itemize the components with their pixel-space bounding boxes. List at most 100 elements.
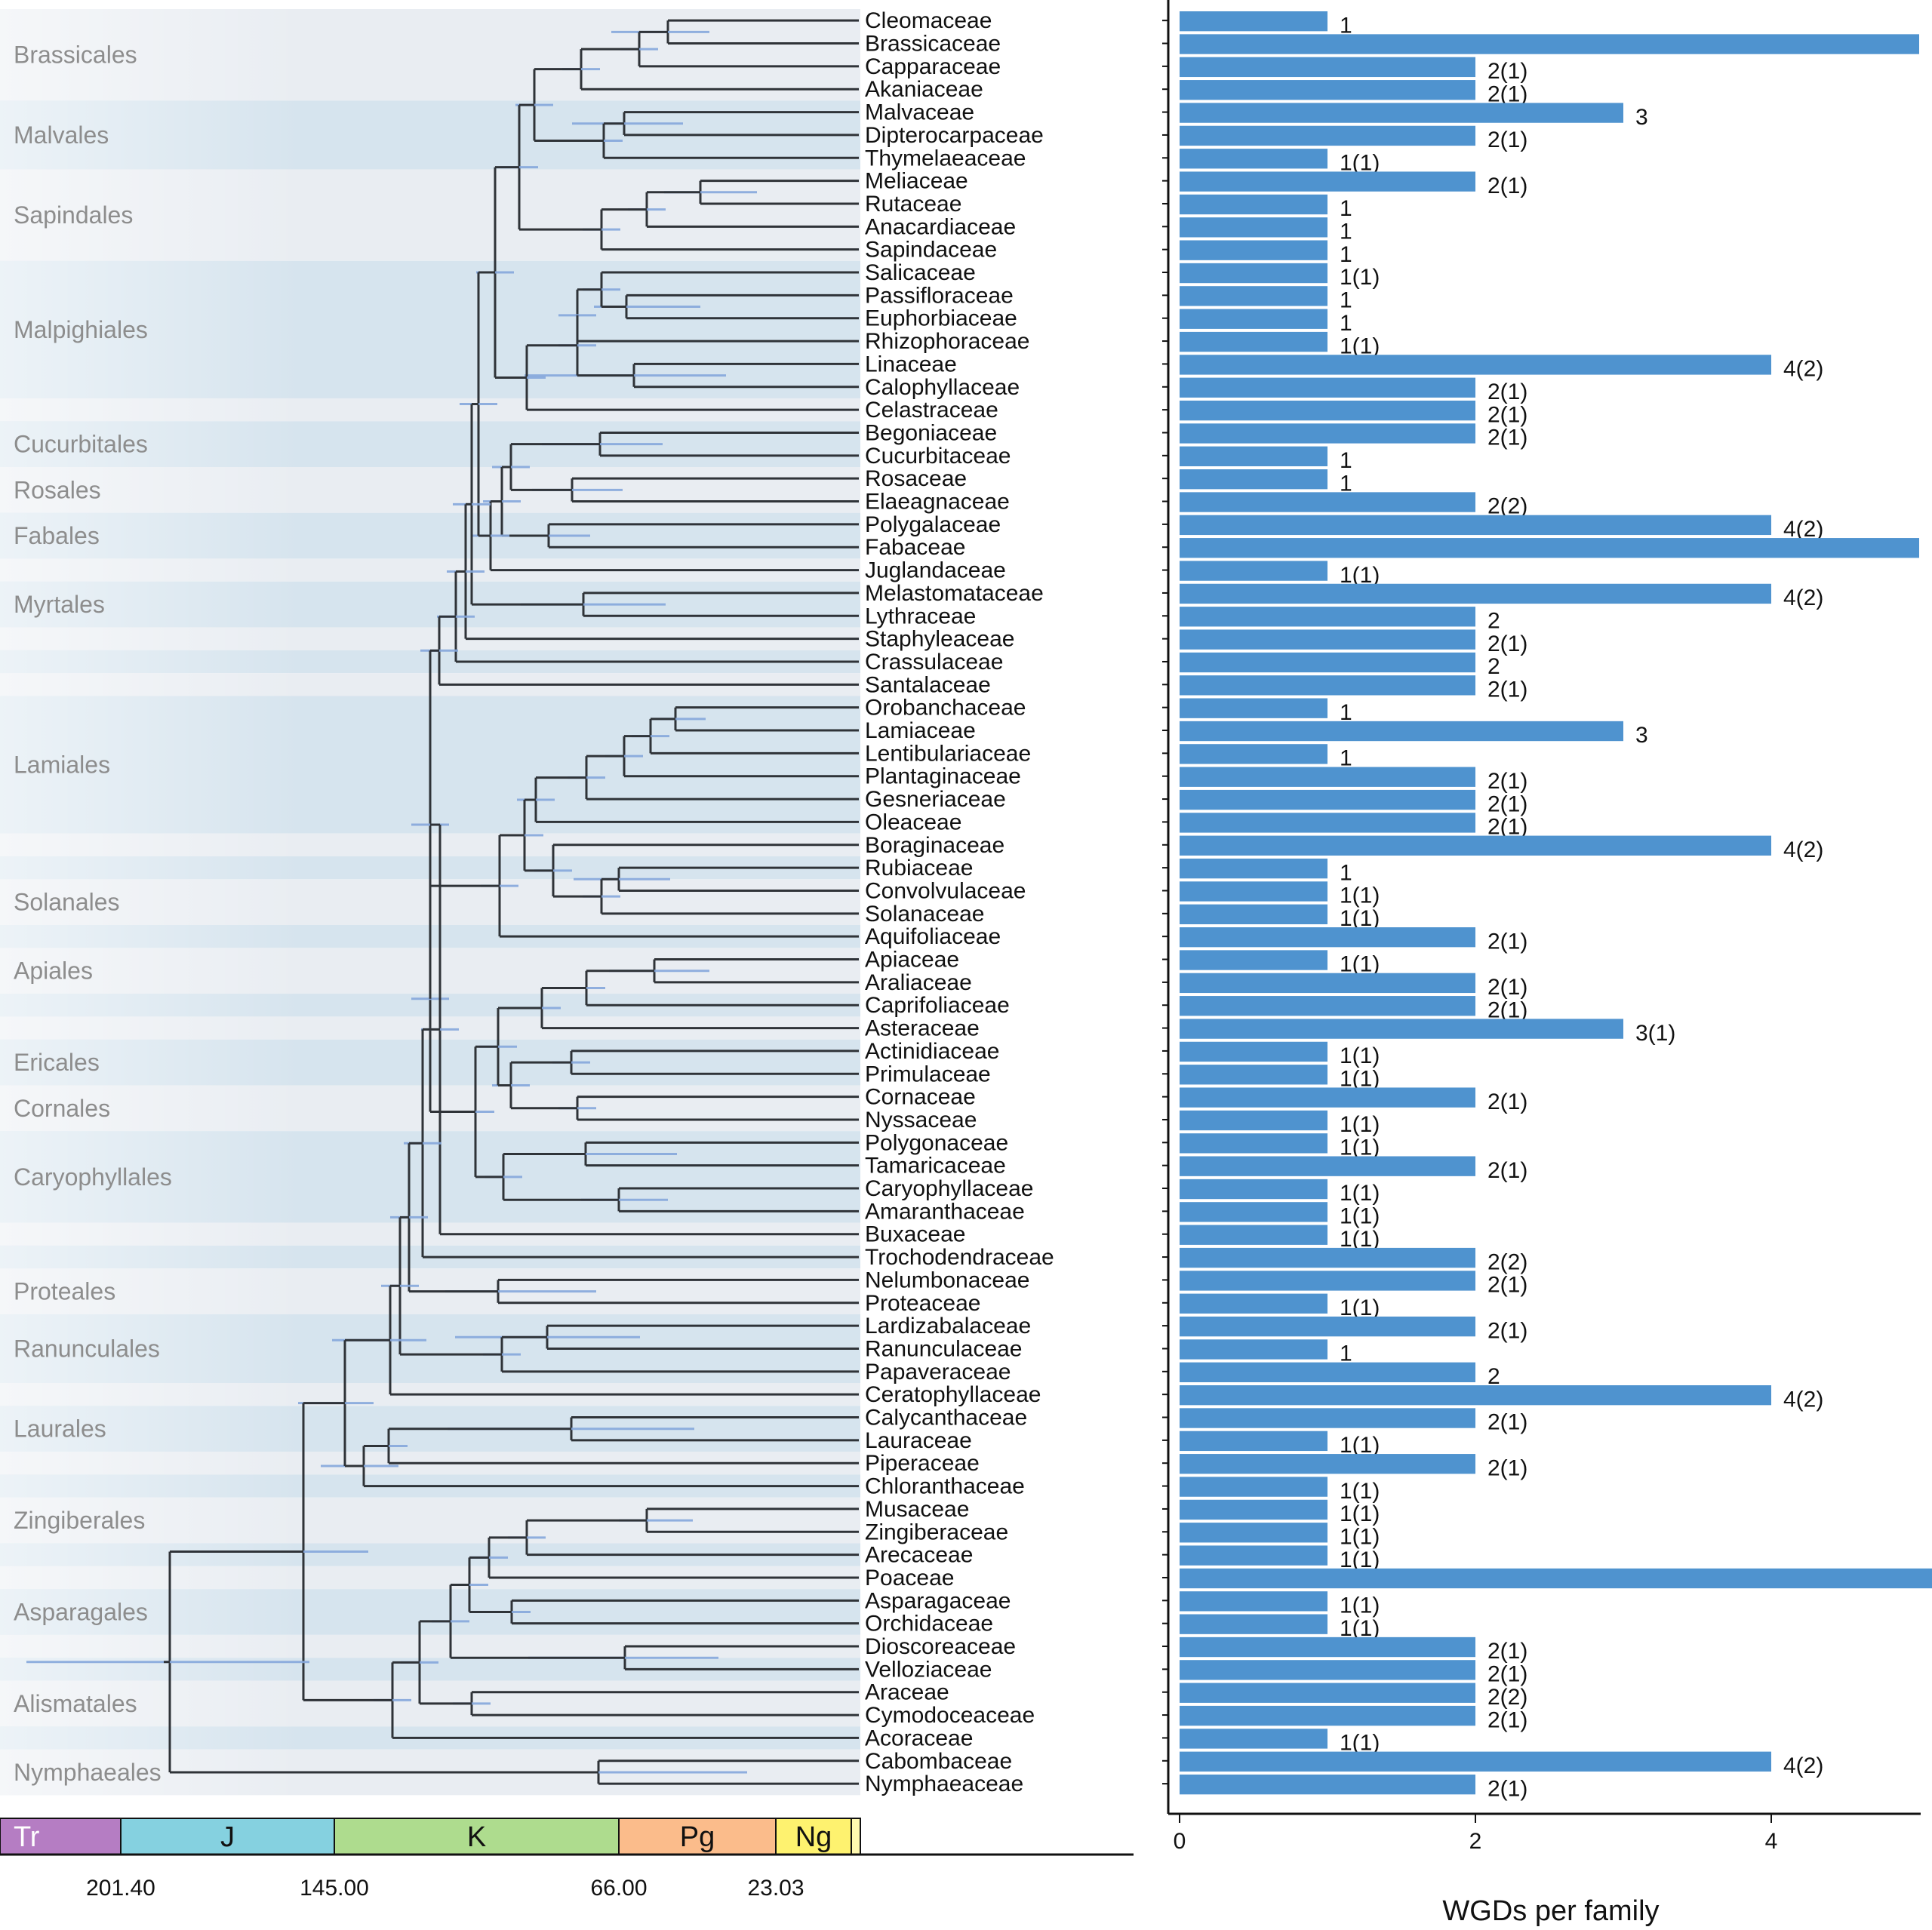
wgd-bar-label: 1(1) xyxy=(1340,1731,1380,1756)
wgd-bar xyxy=(1180,125,1475,146)
wgd-bar-label: 1(1) xyxy=(1340,1433,1380,1458)
wgd-bar-label: 2(1) xyxy=(1487,769,1527,794)
order-label: Apiales xyxy=(14,957,93,985)
wgd-bar-label: 1(1) xyxy=(1340,1136,1380,1160)
wgd-bar-label: 1 xyxy=(1340,220,1352,244)
time-tick-label: 23.03 xyxy=(747,1876,804,1901)
family-label: Orobanchaceae xyxy=(865,696,1026,721)
wgd-bar-label: 4(2) xyxy=(1783,1387,1823,1412)
wgd-bar xyxy=(1180,1202,1327,1222)
wgd-bar-label: 2(1) xyxy=(1487,128,1527,152)
wgd-bar-label: 2(2) xyxy=(1487,494,1527,519)
bar-x-axis-title: WGDs per family xyxy=(1442,1895,1659,1927)
wgd-bar xyxy=(1180,377,1475,398)
wgd-bar-label: 2(1) xyxy=(1487,81,1527,106)
time-tick-label: 201.40 xyxy=(86,1876,155,1901)
order-label: Myrtales xyxy=(14,591,105,618)
family-label: Lauraceae xyxy=(865,1428,972,1453)
wgd-bar xyxy=(1180,286,1327,306)
wgd-bar-label: 2(1) xyxy=(1487,402,1527,427)
wgd-bar-label: 2(1) xyxy=(1487,1273,1527,1298)
wgd-bar xyxy=(1180,1041,1327,1062)
wgd-bar-label: 3 xyxy=(1635,105,1648,130)
family-label: Dioscoreaceae xyxy=(865,1634,1016,1659)
family-label: Lentibulariaceae xyxy=(865,741,1031,766)
time-tick-label: 145.00 xyxy=(300,1876,369,1901)
wgd-bar-label: 2(1) xyxy=(1487,1455,1527,1480)
family-label: Cornaceae xyxy=(865,1085,976,1110)
period-box xyxy=(334,1818,620,1855)
wgd-bar-label: 2(1) xyxy=(1487,426,1527,450)
wgd-bar-label: 1 xyxy=(1340,700,1352,725)
family-label: Piperaceae xyxy=(865,1451,980,1476)
wgd-bar xyxy=(1180,355,1771,375)
wgd-bar xyxy=(1180,1385,1771,1406)
order-label: Proteales xyxy=(14,1278,115,1305)
wgd-bar-label: 2(1) xyxy=(1487,1707,1527,1732)
wgd-bar-label: 2(1) xyxy=(1487,1089,1527,1114)
family-label: Asteraceae xyxy=(865,1016,980,1041)
wgd-bar-chart: 15(1)2(1)2(1)32(1)1(1)2(1)1111(1)111(1)4… xyxy=(1162,0,1932,1927)
family-label: Juglandaceae xyxy=(865,558,1006,583)
wgd-bar-label: 2(1) xyxy=(1487,997,1527,1022)
wgd-bar-label: 1(1) xyxy=(1340,952,1380,977)
wgd-bar xyxy=(1180,698,1327,718)
wgd-bar xyxy=(1180,1683,1475,1703)
family-label: Araceae xyxy=(865,1680,949,1705)
family-label: Orchidaceae xyxy=(865,1612,993,1637)
wgd-bar-label: 1(1) xyxy=(1340,1501,1380,1526)
wgd-bar-label: 2(1) xyxy=(1487,975,1527,1000)
wgd-bar xyxy=(1180,1316,1475,1337)
wgd-bar xyxy=(1180,1637,1475,1658)
wgd-bar-label: 1(1) xyxy=(1340,265,1380,290)
family-label: Lythraceae xyxy=(865,604,976,628)
family-label: Meliaceae xyxy=(865,169,968,194)
wgd-bar-label: 1 xyxy=(1340,311,1352,336)
family-label: Oleaceae xyxy=(865,810,961,834)
wgd-bar-label: 1(1) xyxy=(1340,1479,1380,1504)
order-band-shade xyxy=(0,421,860,467)
wgd-bar-label: 1 xyxy=(1340,13,1352,38)
family-label: Brassicaceae xyxy=(865,32,1001,57)
family-label: Plantaginaceae xyxy=(865,764,1021,789)
family-labels: CleomaceaeBrassicaceaeCapparaceaeAkaniac… xyxy=(865,8,1054,1796)
wgd-bar-label: 2(1) xyxy=(1487,1639,1527,1664)
family-label: Dipterocarpaceae xyxy=(865,123,1044,148)
wgd-bar xyxy=(1180,1545,1327,1566)
order-label: Sapindales xyxy=(14,201,133,229)
wgd-bar xyxy=(1180,1408,1475,1428)
family-label: Sapindaceae xyxy=(865,238,997,263)
wgd-bar-label: 1 xyxy=(1340,288,1352,313)
period-label: Tr xyxy=(14,1821,40,1853)
period-label: K xyxy=(467,1821,486,1853)
bar-x-tick-label: 0 xyxy=(1174,1829,1186,1854)
family-label: Velloziaceae xyxy=(865,1657,992,1682)
order-band-shade xyxy=(0,9,860,101)
family-label: Euphorbiaceae xyxy=(865,306,1017,331)
wgd-bar-label: 1(1) xyxy=(1340,1227,1380,1252)
wgd-bar-label: 1(1) xyxy=(1340,1043,1380,1068)
wgd-bar-label: 1(1) xyxy=(1340,1295,1380,1320)
wgd-bar xyxy=(1180,1087,1475,1108)
order-band-shade xyxy=(0,1131,860,1223)
family-label: Crassulaceae xyxy=(865,650,1003,675)
family-label: Nyssaceae xyxy=(865,1108,977,1132)
wgd-bar-label: 1 xyxy=(1340,242,1352,267)
wgd-bar xyxy=(1180,789,1475,810)
family-label: Nelumbonaceae xyxy=(865,1268,1029,1292)
wgd-bar-label: 2(2) xyxy=(1487,1249,1527,1274)
family-label: Staphyleaceae xyxy=(865,627,1015,652)
wgd-bar-label: 2 xyxy=(1487,608,1500,633)
family-label: Gesneriaceae xyxy=(865,787,1006,812)
wgd-bar-label: 1(1) xyxy=(1340,333,1380,358)
family-label: Cymodoceaceae xyxy=(865,1703,1035,1728)
family-label: Nymphaeaceae xyxy=(865,1772,1023,1796)
family-label: Cabombaceae xyxy=(865,1749,1012,1774)
period-label: Pg xyxy=(680,1821,715,1853)
wgd-bar-label: 2(1) xyxy=(1487,791,1527,816)
wgd-bar-label: 2(1) xyxy=(1487,1158,1527,1183)
order-label: Rosales xyxy=(14,476,101,503)
wgd-bar xyxy=(1180,1729,1327,1749)
family-label: Calophyllaceae xyxy=(865,375,1020,400)
family-label: Arecaceae xyxy=(865,1543,973,1568)
